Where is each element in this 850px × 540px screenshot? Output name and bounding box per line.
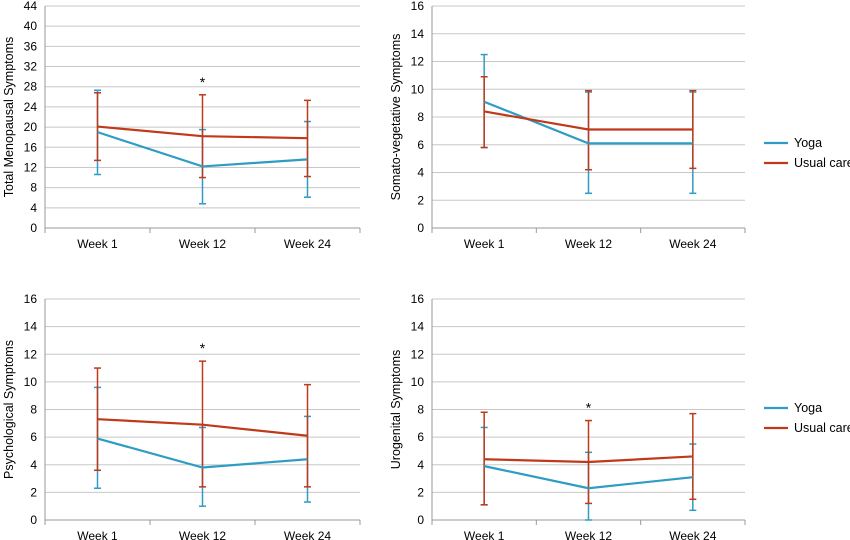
y-tick-label: 20 xyxy=(24,120,38,134)
y-tick-label: 0 xyxy=(417,221,424,235)
x-tick-label: Week 24 xyxy=(284,529,331,540)
chart-panel-4: 0 2 4 6 8 10 12 14 16 Week 1 Week 12 Week 24 Urogeni… xyxy=(389,292,850,540)
y-tick-label: 44 xyxy=(24,0,38,13)
y-tick-label: 14 xyxy=(411,320,425,334)
y-tick-label: 2 xyxy=(417,193,424,207)
chart-panel-1: 0 4 8 12 16 20 24 28 32 36 40 44 Week 1 Week 12 Week 2… xyxy=(2,0,361,251)
x-tick-label: Week 12 xyxy=(565,529,612,540)
y-tick-label: 32 xyxy=(24,60,38,74)
y-tick-label: 8 xyxy=(417,110,424,124)
legend-label: Yoga xyxy=(794,136,822,150)
y-axis-label: Somato-vegetative Symptoms xyxy=(389,34,403,201)
y-tick-label: 12 xyxy=(24,347,38,361)
y-tick-label: 28 xyxy=(24,80,38,94)
legend: Yoga Usual care xyxy=(764,401,850,435)
y-tick-label: 6 xyxy=(417,430,424,444)
significance-marker: * xyxy=(200,340,206,356)
y-tick-label: 8 xyxy=(30,181,37,195)
y-tick-label: 36 xyxy=(24,39,38,53)
x-tick-label: Week 1 xyxy=(464,529,505,540)
y-tick-label: 0 xyxy=(30,221,37,235)
series-usual-care xyxy=(480,76,697,171)
y-tick-label: 16 xyxy=(411,292,425,306)
x-tick-label: Week 1 xyxy=(464,237,505,251)
significance-marker: * xyxy=(586,400,592,416)
y-tick-label: 40 xyxy=(24,19,38,33)
legend-label: Usual care xyxy=(794,156,850,170)
legend: Yoga Usual care xyxy=(764,136,850,170)
x-tick-label: Week 1 xyxy=(77,237,118,251)
y-tick-label: 0 xyxy=(30,513,37,527)
y-tick-label: 12 xyxy=(24,160,38,174)
significance-marker: * xyxy=(200,74,206,90)
x-tick-label: Week 12 xyxy=(179,529,226,540)
y-tick-label: 2 xyxy=(30,485,37,499)
y-axis-label: Psychological Symptoms xyxy=(2,340,16,479)
y-tick-label: 12 xyxy=(411,55,425,69)
x-tick-label: Week 24 xyxy=(284,237,331,251)
chart-panel-3: 0 2 4 6 8 10 12 14 16 Week 1 Week 12 Week 24 Psychol… xyxy=(2,292,361,540)
y-tick-label: 10 xyxy=(24,375,38,389)
y-tick-label: 16 xyxy=(24,140,38,154)
x-tick-label: Week 12 xyxy=(179,237,226,251)
chart-panel-2: 0 2 4 6 8 10 12 14 16 Week 1 Week 12 Week 24 Somato-… xyxy=(389,0,850,251)
y-tick-label: 10 xyxy=(411,375,425,389)
y-axis-label: Urogenital Symptoms xyxy=(389,350,403,470)
y-tick-label: 14 xyxy=(411,27,425,41)
y-tick-label: 6 xyxy=(417,138,424,152)
x-tick-label: Week 12 xyxy=(565,237,612,251)
y-tick-label: 8 xyxy=(417,403,424,417)
y-tick-label: 14 xyxy=(24,320,38,334)
y-tick-label: 4 xyxy=(417,458,424,472)
x-tick-label: Week 24 xyxy=(669,237,716,251)
y-tick-label: 4 xyxy=(417,166,424,180)
y-tick-label: 16 xyxy=(24,292,38,306)
y-tick-label: 0 xyxy=(417,513,424,527)
x-tick-label: Week 1 xyxy=(77,529,118,540)
y-tick-label: 8 xyxy=(30,403,37,417)
y-tick-label: 24 xyxy=(24,100,38,114)
y-tick-label: 4 xyxy=(30,458,37,472)
y-axis-label: Total Menopausal Symptoms xyxy=(2,37,16,198)
y-tick-label: 12 xyxy=(411,347,425,361)
y-tick-label: 4 xyxy=(30,201,37,215)
y-tick-label: 6 xyxy=(30,430,37,444)
legend-label: Usual care xyxy=(794,421,850,435)
y-tick-label: 10 xyxy=(411,82,425,96)
legend-label: Yoga xyxy=(794,401,822,415)
y-tick-label: 16 xyxy=(411,0,425,13)
y-tick-label: 2 xyxy=(417,485,424,499)
x-tick-label: Week 24 xyxy=(669,529,716,540)
